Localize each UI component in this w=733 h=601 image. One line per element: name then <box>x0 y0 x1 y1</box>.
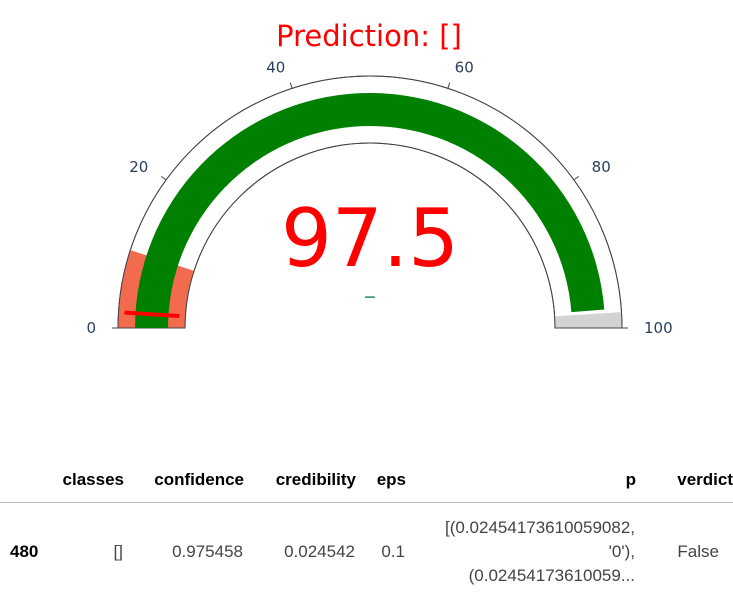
gauge-tick-40 <box>289 82 293 89</box>
header-confidence: confidence <box>124 458 244 503</box>
header-p: p <box>406 458 636 503</box>
cell-eps: 0.1 <box>381 542 405 561</box>
header-verdict: verdict <box>636 458 733 503</box>
header-credibility: credibility <box>244 458 356 503</box>
gauge-outline <box>117 75 623 329</box>
header-eps: eps <box>356 458 406 503</box>
results-table: classes confidence credibility eps p ver… <box>0 458 733 601</box>
row-index: 480 <box>10 542 39 561</box>
gauge-chart: Prediction: [] 0 20 40 60 80 100 97.5 – <box>86 19 672 337</box>
gauge-dial: 0 20 40 60 80 100 <box>86 58 672 337</box>
gauge-value-bar <box>135 93 605 328</box>
gauge-delta: – <box>364 282 376 310</box>
gauge-tick-60 <box>447 82 451 89</box>
table-header-row: classes confidence credibility eps p ver… <box>0 458 733 503</box>
cell-verdict: False <box>677 542 719 561</box>
gauge-tick-label-80: 80 <box>592 158 611 176</box>
gauge-tick-label-100: 100 <box>644 319 673 337</box>
cell-classes: [] <box>113 542 123 561</box>
gauge-step-1 <box>554 312 622 328</box>
header-index <box>0 458 44 503</box>
table-row: 480 [] 0.975458 0.024542 0.1 [(0.0245417… <box>0 503 733 601</box>
cell-confidence: 0.975458 <box>172 542 243 561</box>
gauge-tick-label-40: 40 <box>266 58 285 76</box>
gauge-tick-label-60: 60 <box>455 58 474 76</box>
gauge-tick-80 <box>573 175 580 181</box>
cell-credibility: 0.024542 <box>284 542 355 561</box>
gauge-value: 97.5 <box>281 192 459 285</box>
cell-p-line2: '0'), <box>608 542 635 561</box>
gauge-title: Prediction: [] <box>276 19 462 53</box>
gauge-tick-label-20: 20 <box>129 158 148 176</box>
header-classes: classes <box>44 458 124 503</box>
gauge-threshold-line <box>124 310 180 319</box>
gauge-tick-label-0: 0 <box>86 319 96 337</box>
cell-p-line3: (0.02454173610059... <box>468 566 635 585</box>
cell-p-line1: [(0.02454173610059082, <box>444 518 635 537</box>
gauge-tick-20 <box>160 175 167 181</box>
cell-p: [(0.02454173610059082, '0'), (0.02454173… <box>406 503 636 601</box>
